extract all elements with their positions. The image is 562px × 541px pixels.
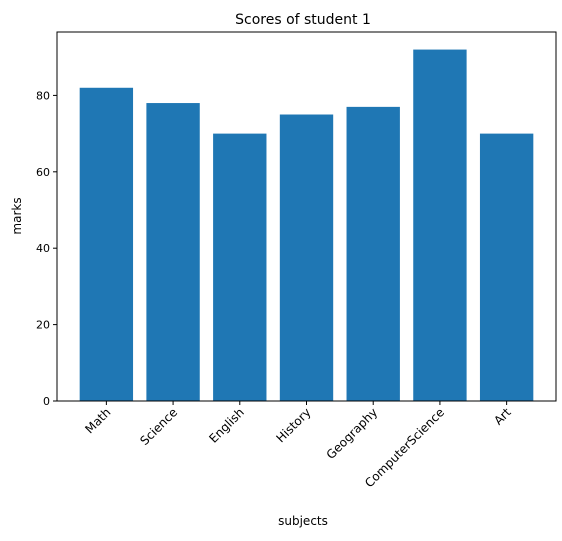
x-tick-label-math: Math [82,405,113,436]
bar-science [146,103,200,402]
bar-math [79,87,134,402]
bar-computerscience [413,49,467,401]
x-axis-label: subjects [278,514,328,528]
x-tick-label-history: History [274,405,314,445]
bar-art [479,133,534,402]
bar-history [279,114,334,401]
x-tick-label-english: English [206,405,247,446]
y-tick-label: 60 [36,166,50,179]
x-tick-label-geography: Geography [324,405,381,462]
y-tick-label: 0 [43,395,50,408]
y-axis-label: marks [10,197,24,234]
plot-frame [56,31,557,402]
y-tick-label: 20 [36,319,50,332]
chart-title: Scores of student 1 [235,12,371,28]
y-tick-label: 40 [36,242,50,255]
bar-english [213,133,267,402]
x-tick-label-science: Science [137,405,180,448]
y-axis-ticks: 0 20 40 60 80 [36,89,57,408]
x-axis-ticks: Math Science English History GeographyComput… [82,401,514,490]
x-tick-label-art: Art [491,405,514,428]
bars [79,49,534,402]
bar-geography [346,106,400,402]
y-tick-label: 80 [36,89,50,102]
